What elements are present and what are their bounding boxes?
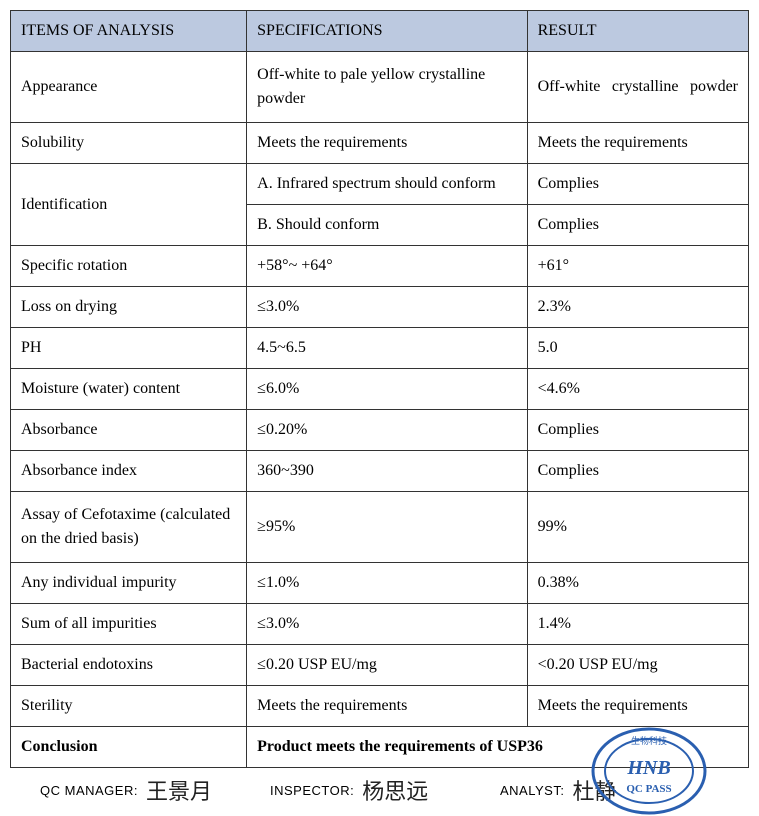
cell-spec: Meets the requirements — [247, 686, 527, 727]
conclusion-label: Conclusion — [11, 727, 247, 768]
analyst-label: ANALYST: — [500, 783, 564, 798]
cell-result: Complies — [527, 205, 748, 246]
analyst-signature: 杜静 — [572, 774, 616, 806]
cell-spec: 4.5~6.5 — [247, 328, 527, 369]
analysis-table: ITEMS OF ANALYSIS SPECIFICATIONS RESULT … — [10, 10, 749, 768]
cell-result: Complies — [527, 410, 748, 451]
cell-result: Complies — [527, 451, 748, 492]
cell-item: PH — [11, 328, 247, 369]
table-header-row: ITEMS OF ANALYSIS SPECIFICATIONS RESULT — [11, 11, 749, 52]
cell-result: 99% — [527, 492, 748, 563]
inspector-signature: 杨思远 — [362, 774, 428, 806]
table-row: Assay of Cefotaxime (calculated on the d… — [11, 492, 749, 563]
table-row: Specific rotation +58°~ +64° +61° — [11, 246, 749, 287]
cell-spec: ≥95% — [247, 492, 527, 563]
cell-spec: A. Infrared spectrum should conform — [247, 164, 527, 205]
cell-item: Loss on drying — [11, 287, 247, 328]
cell-result: Complies — [527, 164, 748, 205]
cell-item: Bacterial endotoxins — [11, 645, 247, 686]
analyst-block: ANALYST: 杜静 — [500, 774, 616, 806]
qc-manager-block: QC MANAGER: 王景月 — [40, 774, 270, 806]
cell-item: Any individual impurity — [11, 563, 247, 604]
stamp-bottom-text: QC PASS — [626, 783, 671, 795]
table-row: Appearance Off-white to pale yellow crys… — [11, 52, 749, 123]
cell-item: Solubility — [11, 123, 247, 164]
cell-item: Sum of all impurities — [11, 604, 247, 645]
signature-row: QC MANAGER: 王景月 INSPECTOR: 杨思远 ANALYST: … — [10, 774, 749, 806]
cell-result: 2.3% — [527, 287, 748, 328]
cell-spec: 360~390 — [247, 451, 527, 492]
cell-item: Specific rotation — [11, 246, 247, 287]
table-row: Any individual impurity ≤1.0% 0.38% — [11, 563, 749, 604]
table-row: Sterility Meets the requirements Meets t… — [11, 686, 749, 727]
table-row: PH 4.5~6.5 5.0 — [11, 328, 749, 369]
cell-spec: +58°~ +64° — [247, 246, 527, 287]
cell-result: <0.20 USP EU/mg — [527, 645, 748, 686]
cell-item: Absorbance index — [11, 451, 247, 492]
cell-result: <4.6% — [527, 369, 748, 410]
cell-spec: ≤1.0% — [247, 563, 527, 604]
cell-result: Meets the requirements — [527, 123, 748, 164]
cell-spec: ≤0.20% — [247, 410, 527, 451]
table-row: Sum of all impurities ≤3.0% 1.4% — [11, 604, 749, 645]
cell-spec: ≤0.20 USP EU/mg — [247, 645, 527, 686]
cell-item: Absorbance — [11, 410, 247, 451]
conclusion-row: Conclusion Product meets the requirement… — [11, 727, 749, 768]
cell-result: 5.0 — [527, 328, 748, 369]
cell-spec: ≤3.0% — [247, 287, 527, 328]
inspector-block: INSPECTOR: 杨思远 — [270, 774, 500, 806]
cell-result: +61° — [527, 246, 748, 287]
cell-result: 1.4% — [527, 604, 748, 645]
col-header-result: RESULT — [527, 11, 748, 52]
cell-item: Moisture (water) content — [11, 369, 247, 410]
cell-result: 0.38% — [527, 563, 748, 604]
qc-manager-label: QC MANAGER: — [40, 783, 138, 798]
cell-item: Appearance — [11, 52, 247, 123]
col-header-spec: SPECIFICATIONS — [247, 11, 527, 52]
table-row: Solubility Meets the requirements Meets … — [11, 123, 749, 164]
table-row: Bacterial endotoxins ≤0.20 USP EU/mg <0.… — [11, 645, 749, 686]
conclusion-text: Product meets the requirements of USP36 — [247, 727, 749, 768]
inspector-label: INSPECTOR: — [270, 783, 354, 798]
table-row: Identification A. Infrared spectrum shou… — [11, 164, 749, 205]
cell-result: Meets the requirements — [527, 686, 748, 727]
cell-spec: B. Should conform — [247, 205, 527, 246]
cell-item: Sterility — [11, 686, 247, 727]
cell-spec: ≤6.0% — [247, 369, 527, 410]
cell-spec: Meets the requirements — [247, 123, 527, 164]
cell-spec: Off-white to pale yellow crystalline pow… — [247, 52, 527, 123]
table-row: Moisture (water) content ≤6.0% <4.6% — [11, 369, 749, 410]
cell-result: Off-white crystalline powder — [527, 52, 748, 123]
col-header-items: ITEMS OF ANALYSIS — [11, 11, 247, 52]
cell-item: Identification — [11, 164, 247, 246]
cell-item: Assay of Cefotaxime (calculated on the d… — [11, 492, 247, 563]
table-row: Absorbance ≤0.20% Complies — [11, 410, 749, 451]
table-row: Absorbance index 360~390 Complies — [11, 451, 749, 492]
cell-spec: ≤3.0% — [247, 604, 527, 645]
table-row: Loss on drying ≤3.0% 2.3% — [11, 287, 749, 328]
qc-manager-signature: 王景月 — [146, 774, 212, 806]
